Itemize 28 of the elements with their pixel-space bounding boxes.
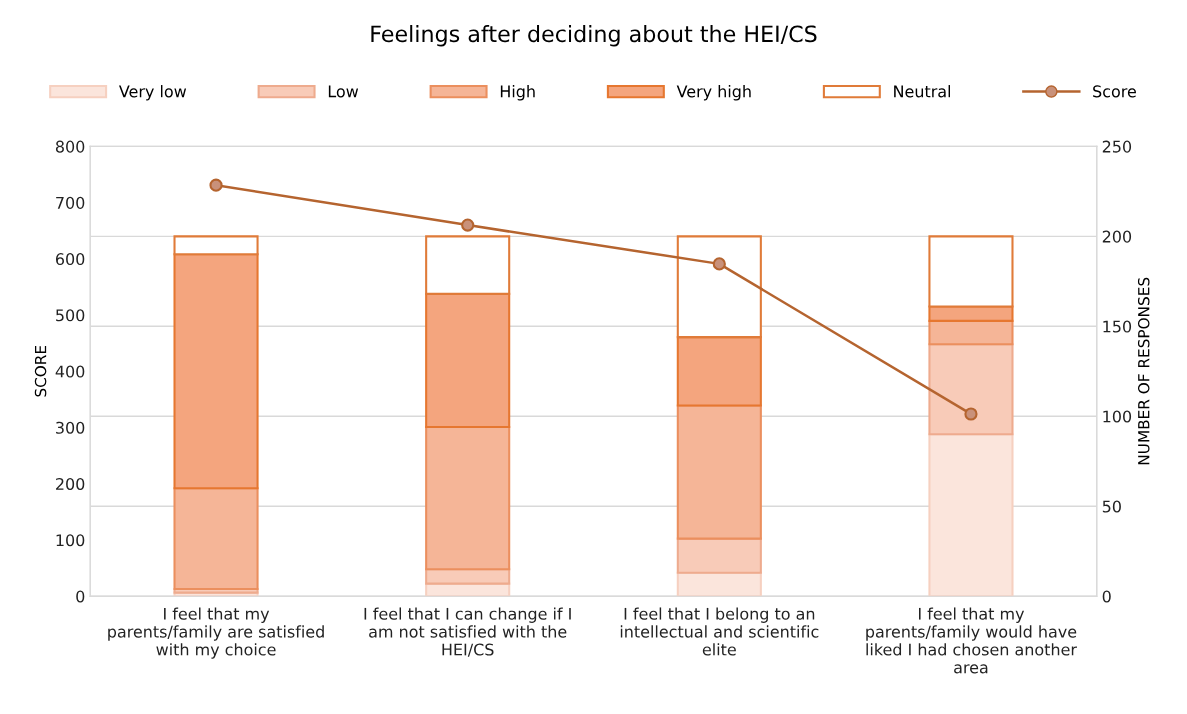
legend-label: Very high [676,85,751,101]
x-tick-label: I feel that my parents/family would have liked I had chosen another area [866,607,1077,674]
y-tick-label: 800 [55,140,85,153]
legend-label: Score [1093,85,1136,98]
y-tick-label: 200 [56,477,85,491]
y2-tick-label: 50 [1102,500,1121,513]
chart-title: Feelings after deciding about the HEI/CS [371,24,817,47]
y-axis-title: SCORE [34,345,47,397]
x-tick-label: I feel that I belong to an intellectual and scientific elite [620,607,819,656]
legend-label: Low [328,85,359,98]
y-tick-label: 500 [56,309,85,322]
y2-tick-label: 0 [1102,590,1111,603]
y2-tick-label: 100 [1103,410,1132,423]
x-tick-label: I feel that I can change if I am not satisfied with the HEI/CS [364,607,571,657]
legend-label: Neutral [894,85,951,98]
y-tick-label: 100 [56,534,85,547]
y-tick-label: 700 [56,196,85,209]
y-tick-label: 600 [55,253,85,266]
y-tick-label: 0 [76,590,85,603]
legend-label: Very low [118,85,187,101]
y2-tick-label: 150 [1103,320,1132,333]
x-tick-label: I feel that my parents/family are satisfied with my choice [108,607,324,659]
y2-axis-title: NUMBER OF RESPONSES [1137,277,1150,465]
y-tick-label: 400 [55,365,85,378]
y-tick-label: 300 [56,421,85,434]
y2-tick-label: 250 [1102,140,1132,153]
y2-tick-label: 200 [1102,230,1132,243]
legend-label: High [500,85,535,101]
